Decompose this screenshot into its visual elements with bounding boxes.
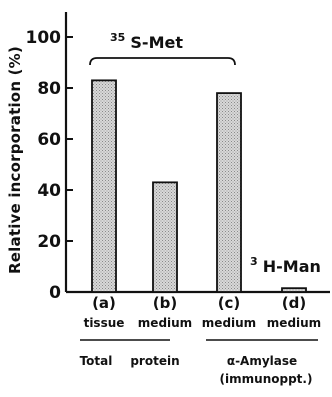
- category-label: (d): [282, 294, 306, 312]
- y-tick-label: 80: [37, 79, 61, 99]
- group-protein-label: protein: [130, 354, 179, 368]
- met-label: S-Met: [130, 33, 183, 52]
- bar: [91, 79, 117, 293]
- category-sublabel: medium: [138, 316, 192, 330]
- y-ticks: 0 20 40 60 80 100: [26, 28, 73, 303]
- group-amylase-sublabel: (immunoppt.): [220, 372, 313, 386]
- y-tick-label: 20: [37, 232, 61, 252]
- man-isotope: 3: [250, 255, 258, 268]
- met-bracket: [89, 57, 236, 66]
- category-labels: (a) tissue (b) medium (c) medium (d) medium: [84, 294, 322, 330]
- y-tick-label: 60: [37, 130, 61, 150]
- group-total-label: Total: [80, 354, 113, 368]
- man-label: H-Man: [263, 257, 321, 276]
- group-amylase-label: α-Amylase: [227, 354, 297, 368]
- y-tick-label: 0: [49, 283, 61, 303]
- met-isotope: 35: [110, 31, 125, 44]
- bar: [152, 181, 178, 293]
- category-sublabel: medium: [202, 316, 256, 330]
- category-label: (b): [153, 294, 177, 312]
- y-tick-label: 100: [26, 28, 62, 48]
- y-axis-label: Relative incorporation (%): [6, 46, 24, 274]
- category-label: (a): [92, 294, 116, 312]
- category-sublabel: tissue: [84, 316, 125, 330]
- bar: [281, 287, 307, 293]
- bars: [91, 79, 307, 293]
- category-label: (c): [218, 294, 241, 312]
- met-annotation: 35 S-Met: [110, 26, 183, 52]
- man-annotation: 3 H-Man: [250, 250, 321, 276]
- category-sublabel: medium: [267, 316, 321, 330]
- bar: [216, 92, 242, 293]
- y-tick-label: 40: [37, 181, 61, 201]
